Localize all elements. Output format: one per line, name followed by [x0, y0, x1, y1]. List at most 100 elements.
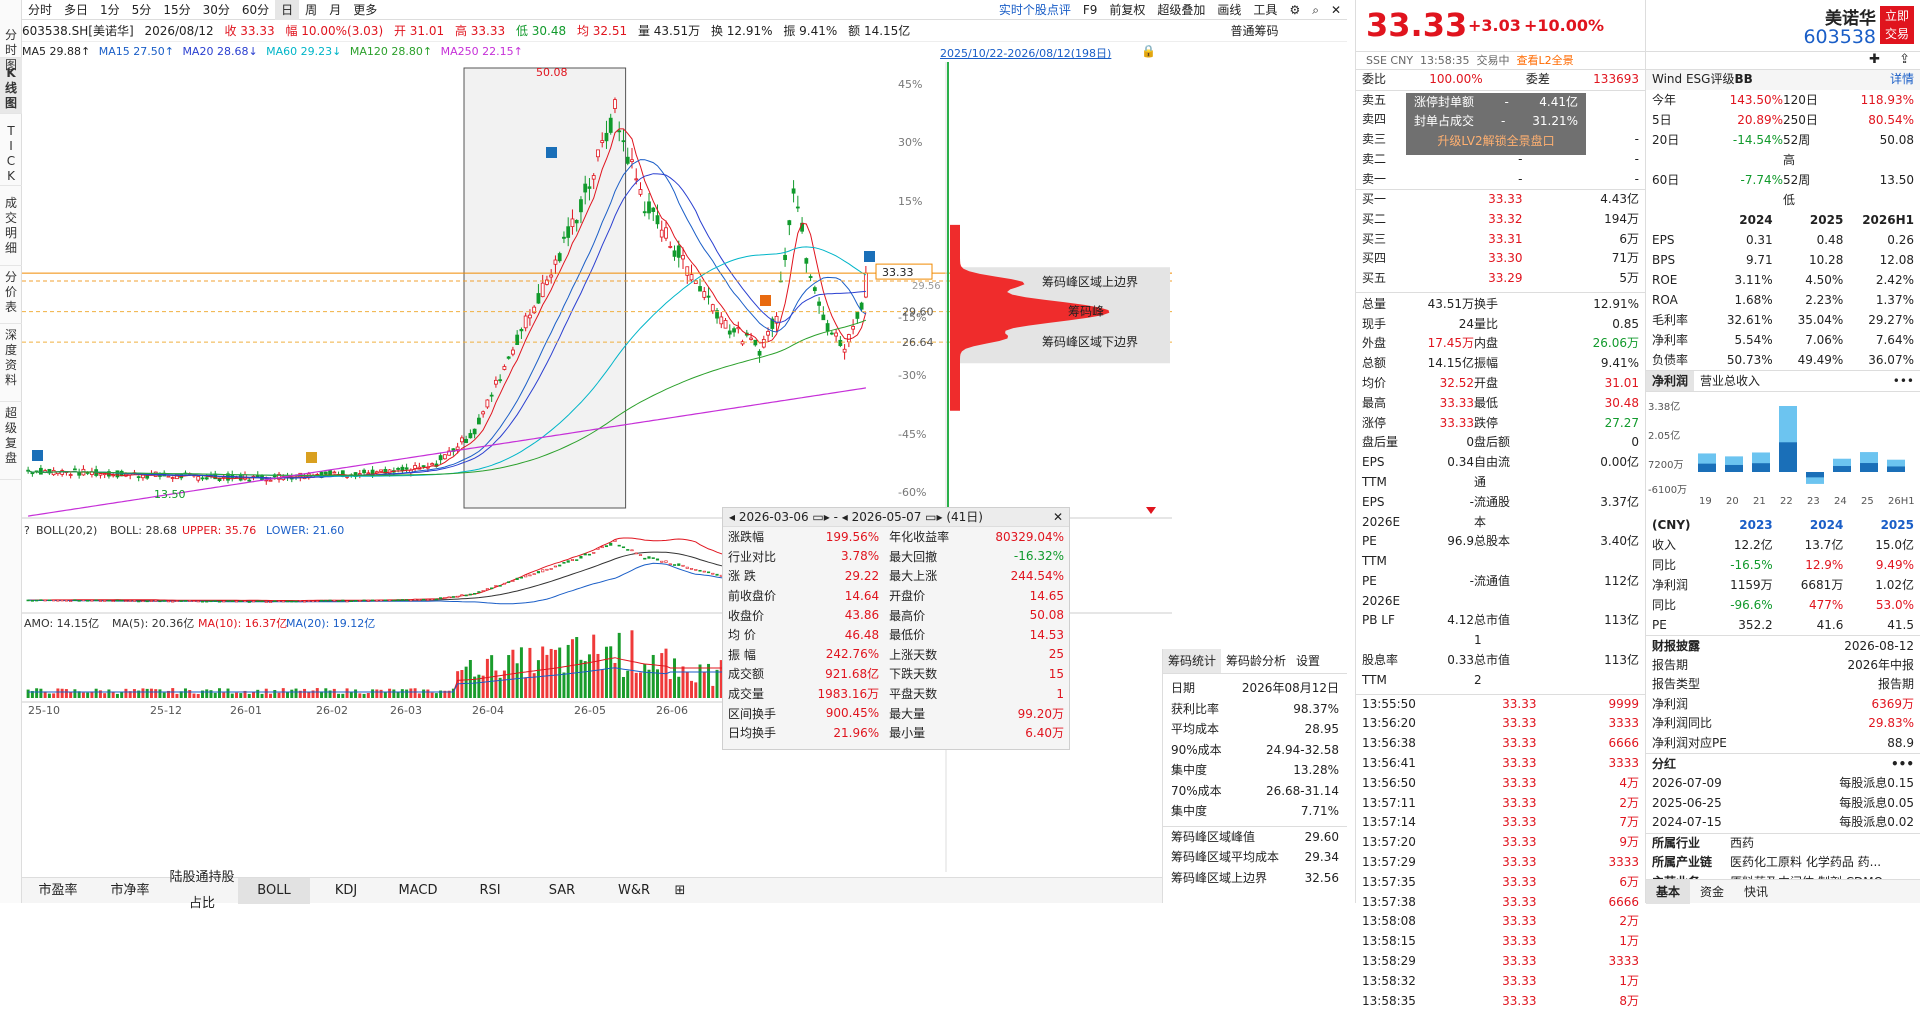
- event-marker[interactable]: [546, 147, 557, 158]
- tab-price-table[interactable]: 分价表: [0, 266, 22, 324]
- event-marker[interactable]: [32, 450, 43, 461]
- chip-tab-1[interactable]: 筹码龄分析: [1226, 654, 1287, 668]
- draw-button[interactable]: 画线: [1217, 2, 1242, 17]
- period-tab-4[interactable]: 15分: [163, 2, 191, 17]
- buy-cell: 买四: [1362, 251, 1387, 266]
- sell-row[interactable]: 卖二 - -: [1356, 150, 1645, 170]
- candle-body: [808, 276, 813, 278]
- event-marker[interactable]: [306, 452, 317, 463]
- popup-close-icon[interactable]: ✕: [1052, 509, 1063, 524]
- chip-tab-2[interactable]: 设置: [1296, 654, 1321, 668]
- period-tab-2[interactable]: 1分: [100, 2, 120, 17]
- fin-cell: 2.42%: [1875, 272, 1914, 287]
- industry-value[interactable]: 西药: [1730, 835, 1755, 850]
- indicator-tab-1[interactable]: 市净率: [110, 882, 150, 898]
- kline-chart[interactable]: * * ** * * ****** ****** ****** ** * * *…: [22, 62, 1347, 872]
- range-label[interactable]: 2025/10/22-2026/08/12(198日): [940, 47, 1112, 60]
- favorite-icon[interactable]: ✚: [1869, 52, 1880, 67]
- boll-candle: [672, 564, 677, 566]
- period-tab-9[interactable]: 月: [329, 2, 342, 17]
- fin-cell: 4.50%: [1805, 272, 1844, 287]
- period-tab-10[interactable]: 更多: [353, 2, 378, 17]
- np-x-tick: 25: [1861, 496, 1874, 507]
- sell-cell: 卖五: [1362, 92, 1387, 107]
- buy-row[interactable]: 买五 33.29 5万: [1356, 269, 1645, 289]
- trade-now-button[interactable]: 立即交易: [1880, 6, 1914, 44]
- stat-cell: 流通股本: [1474, 494, 1511, 529]
- stat-cell: 自由流通: [1474, 455, 1511, 489]
- sell-row[interactable]: 卖四: [1356, 110, 1645, 130]
- buy-row[interactable]: 买一 33.33 4.43亿: [1356, 190, 1645, 210]
- indicator-tab-4[interactable]: KDJ: [334, 882, 358, 898]
- f9-button[interactable]: F9: [1082, 2, 1098, 17]
- more-icon[interactable]: •••: [1890, 757, 1914, 772]
- indicator-tab-7[interactable]: SAR: [548, 882, 576, 898]
- period-tab-7[interactable]: 日: [275, 0, 300, 20]
- event-marker[interactable]: [864, 251, 875, 262]
- rp-tab-2[interactable]: 快讯: [1744, 884, 1769, 899]
- tab-timeshare[interactable]: 分时图: [0, 0, 22, 72]
- indicator-tab-5[interactable]: MACD: [398, 882, 438, 898]
- period-tab-1[interactable]: 多日: [64, 2, 89, 17]
- tab-replay[interactable]: 超级复盘: [0, 402, 22, 480]
- close-icon[interactable]: ✕: [1330, 2, 1341, 17]
- settings-icon[interactable]: ⚙: [1289, 2, 1301, 17]
- period-tab-0[interactable]: 分时: [28, 2, 53, 17]
- amo-bar: [235, 692, 238, 698]
- realtime-comment-link[interactable]: 实时个股点评: [998, 2, 1071, 17]
- tab-net-profit[interactable]: 净利润: [1646, 370, 1695, 391]
- upgrade-lv2-link[interactable]: 升级LV2解锁全景盘口: [1437, 133, 1555, 148]
- stat-cell: 总额: [1362, 356, 1387, 371]
- amo-bar: [439, 690, 443, 698]
- l2-link[interactable]: 查看L2全景: [1516, 54, 1574, 67]
- add-indicator-icon[interactable]: ⊞: [674, 882, 686, 898]
- tools-button[interactable]: 工具: [1253, 2, 1278, 17]
- period-tab-3[interactable]: 5分: [131, 2, 152, 17]
- buy-row[interactable]: 买二 33.32 194万: [1356, 210, 1645, 230]
- boll-candle: [188, 600, 192, 602]
- sell-row[interactable]: 卖五: [1356, 91, 1645, 111]
- search-icon[interactable]: ⌕: [1312, 2, 1319, 17]
- rp-tab-0[interactable]: 基本: [1646, 879, 1691, 904]
- candles: [26, 67, 868, 517]
- period-tab-6[interactable]: 60分: [241, 2, 270, 17]
- stat-cell: 43.51万: [1427, 296, 1474, 311]
- period-tab-8[interactable]: 周: [305, 2, 318, 17]
- indicator-tab-2[interactable]: 陆股通持股占比: [169, 869, 235, 911]
- indicator-tab-8[interactable]: W&R: [617, 882, 651, 898]
- chip-tab-0[interactable]: 筹码统计: [1163, 649, 1222, 673]
- sell-row[interactable]: 卖一 - -: [1356, 170, 1645, 190]
- industry-value[interactable]: 医药化工原料 化学药品 药...: [1730, 855, 1882, 870]
- indicator-tab-6[interactable]: RSI: [479, 882, 501, 898]
- stat-cell: 最低: [1474, 395, 1499, 410]
- share-icon[interactable]: ⇪: [1899, 52, 1910, 67]
- adjust-button[interactable]: 前复权: [1109, 2, 1146, 17]
- esg-detail-link[interactable]: 详情: [1889, 72, 1914, 86]
- indicator-tab-0[interactable]: 市盈率: [38, 882, 78, 898]
- indicator-tab-3[interactable]: BOLL: [238, 877, 310, 904]
- tick-list[interactable]: 13:55:50 33.33 9999 13:56:20 33.33 3333 13:56:…: [1356, 693, 1645, 1011]
- lock-icon[interactable]: 🔒: [1141, 44, 1156, 58]
- buy-row[interactable]: 买四 33.30 71万: [1356, 249, 1645, 269]
- range-start[interactable]: 2026-03-06: [738, 509, 809, 524]
- buy-row[interactable]: 买三 33.31 6万: [1356, 230, 1645, 250]
- amo-bar: [643, 663, 647, 698]
- prev-icon[interactable]: ◂: [729, 509, 736, 524]
- boll-candle: [281, 600, 285, 603]
- period-tab-5[interactable]: 30分: [202, 2, 230, 17]
- more-icon[interactable]: •••: [1892, 373, 1914, 388]
- range-end[interactable]: 2026-05-07: [851, 509, 922, 524]
- rp-tab-1[interactable]: 资金: [1700, 884, 1725, 899]
- overlay-button[interactable]: 超级叠加: [1157, 2, 1206, 17]
- tab-f10[interactable]: 深度资料: [0, 324, 22, 402]
- stat-cell: 现手: [1362, 316, 1387, 331]
- tab-revenue[interactable]: 营业总收入: [1700, 373, 1761, 388]
- range-selection[interactable]: [463, 67, 627, 509]
- help-icon[interactable]: ?: [24, 524, 30, 537]
- boll-candle: [209, 600, 213, 603]
- tab-trades[interactable]: 成交明细: [0, 186, 22, 266]
- event-marker[interactable]: [760, 295, 771, 306]
